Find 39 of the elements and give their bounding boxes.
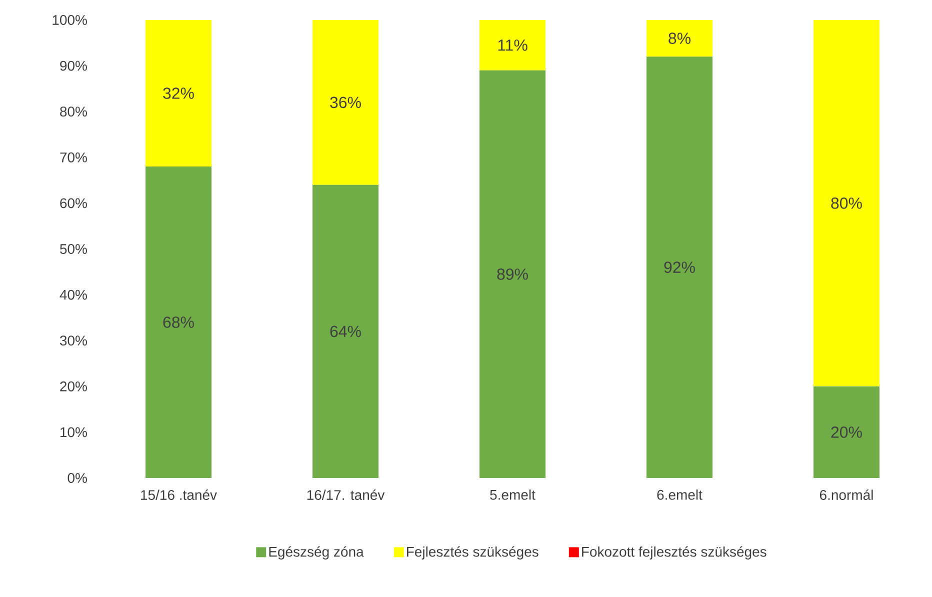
data-label: 64% — [330, 326, 361, 338]
x-tick-label: 6.emelt — [657, 490, 702, 500]
y-tick-label: 80% — [60, 106, 87, 117]
y-tick-label: 0% — [68, 473, 87, 483]
bar — [646, 20, 712, 57]
y-tick-label: 70% — [60, 152, 87, 162]
bar — [146, 166, 212, 478]
bar — [480, 70, 546, 478]
y-tick-label: 10% — [60, 427, 87, 438]
bar — [146, 20, 212, 167]
y-tick-label: 50% — [60, 244, 87, 254]
data-label: 8% — [668, 32, 690, 44]
data-label: 89% — [497, 268, 528, 280]
y-tick-label: 100% — [52, 15, 87, 25]
bar — [646, 56, 712, 478]
x-tick-label: 15/16 .tanév — [141, 490, 217, 500]
legend-label: Fejlesztés szükséges — [407, 546, 538, 560]
x-tick-label: 16/17. tanév — [307, 490, 385, 500]
data-label: 68% — [163, 316, 194, 328]
data-label: 11% — [498, 40, 528, 51]
x-tick-label: 6.normál — [820, 490, 873, 500]
data-label: 32% — [163, 88, 194, 99]
x-tick-label: 5.emelt — [490, 490, 536, 500]
bar — [814, 20, 880, 386]
y-tick-label: 60% — [60, 198, 87, 208]
y-tick-label: 30% — [60, 336, 87, 346]
bar — [480, 20, 546, 70]
bar — [814, 386, 880, 478]
y-tick-label: 20% — [60, 381, 87, 392]
data-label: 80% — [831, 198, 862, 209]
bar — [312, 184, 379, 478]
data-label: 20% — [831, 426, 862, 438]
data-label: 92% — [664, 262, 695, 273]
legend-label: Egészség zóna — [269, 546, 364, 560]
bar — [312, 20, 379, 185]
y-tick-label: 40% — [60, 290, 87, 300]
data-label: 36% — [330, 96, 361, 108]
legend-label: Fokozott fejlesztés szükséges — [582, 546, 766, 560]
y-tick-label: 90% — [60, 60, 87, 71]
